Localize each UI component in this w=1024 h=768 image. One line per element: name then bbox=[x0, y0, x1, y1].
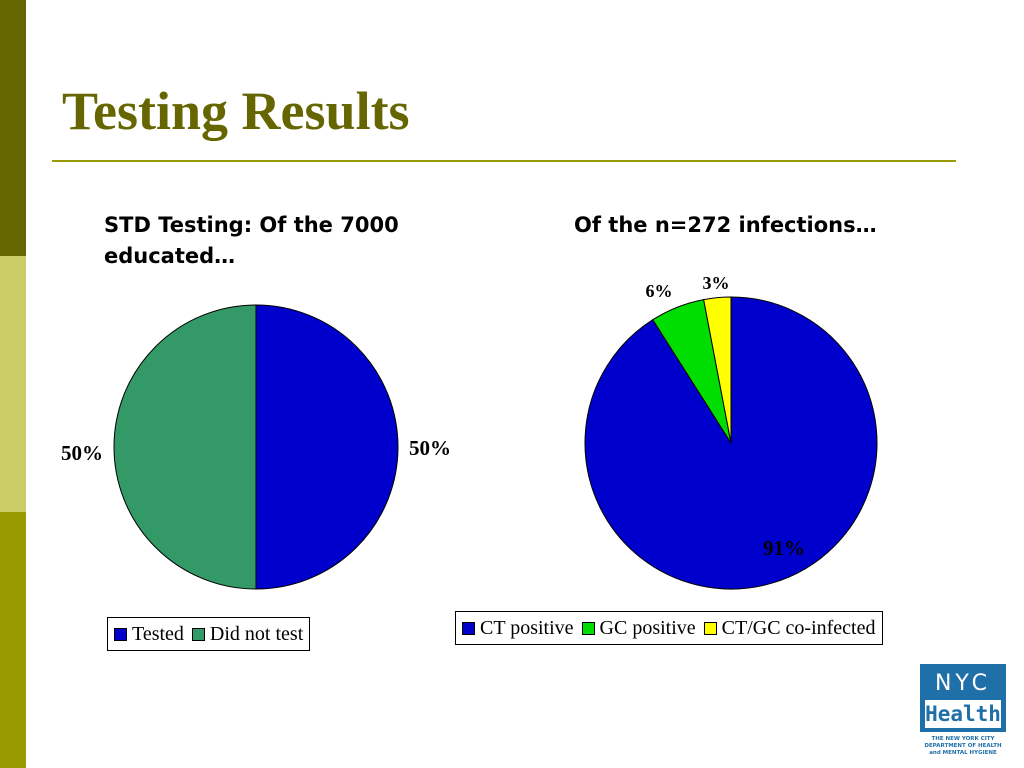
legend-label-ct-positive: CT positive bbox=[480, 616, 574, 639]
legend-label-did-not-test: Did not test bbox=[209, 622, 304, 645]
legend-label-gc-positive: GC positive bbox=[599, 616, 696, 639]
nyc-health-logo: NYC Health THE NEW YORK CITY DEPARTMENT … bbox=[920, 664, 1006, 768]
legend-item-did-not-test: Did not test bbox=[191, 622, 304, 646]
logo-subtitle: THE NEW YORK CITY DEPARTMENT OF HEALTH a… bbox=[924, 736, 1002, 756]
logo-nyc-text: NYC bbox=[934, 671, 992, 696]
legend-label-tested: Tested bbox=[132, 622, 184, 645]
chart-2-title: Of the n=272 infections… bbox=[574, 213, 877, 237]
data-label-ct-positive: 91% bbox=[763, 536, 805, 560]
legend-item-ct-gc-coinfected: CT/GC co-infected bbox=[703, 616, 876, 640]
pie-slice-tested bbox=[255, 304, 399, 590]
logo-health-text: Health bbox=[925, 700, 1001, 728]
data-label-gc-positive: 6% bbox=[646, 281, 673, 301]
legend-item-ct-positive: CT positive bbox=[462, 617, 574, 640]
pie-chart-2: 91% 6% 3% bbox=[584, 273, 878, 590]
swatch-tested bbox=[114, 627, 127, 641]
chart-2-legend: CT positive GC positive CT/GC co-infecte… bbox=[455, 611, 883, 645]
swatch-ct-gc-coinfected bbox=[703, 621, 717, 635]
chart-1-title: STD Testing: Of the 7000 educated… bbox=[104, 213, 399, 268]
logo-badge: NYC Health bbox=[920, 664, 1006, 732]
swatch-gc-positive bbox=[581, 621, 595, 635]
data-label-tested: 50% bbox=[409, 436, 451, 460]
chart-1-legend: Tested Did not test bbox=[107, 617, 311, 651]
title-divider bbox=[52, 160, 956, 162]
data-label-ct-gc-co-infected: 3% bbox=[703, 273, 730, 293]
side-bar-bottom bbox=[0, 512, 26, 768]
swatch-did-not-test bbox=[191, 627, 205, 641]
pie-chart-1: 50% 50% bbox=[61, 304, 451, 590]
side-bar-middle bbox=[0, 256, 26, 512]
side-bar-top bbox=[0, 0, 26, 256]
legend-item-tested: Tested bbox=[114, 623, 184, 646]
legend-label-ct-gc-coinfected: CT/GC co-infected bbox=[721, 616, 876, 639]
pie-slice-ct-gc-co-infected bbox=[703, 296, 732, 444]
slide-title: Testing Results bbox=[62, 81, 410, 141]
data-label-did-not-test: 50% bbox=[61, 441, 103, 465]
legend-item-gc-positive: GC positive bbox=[581, 616, 696, 640]
swatch-ct-positive bbox=[462, 621, 475, 635]
pie-slice-did-not-test bbox=[113, 304, 257, 590]
